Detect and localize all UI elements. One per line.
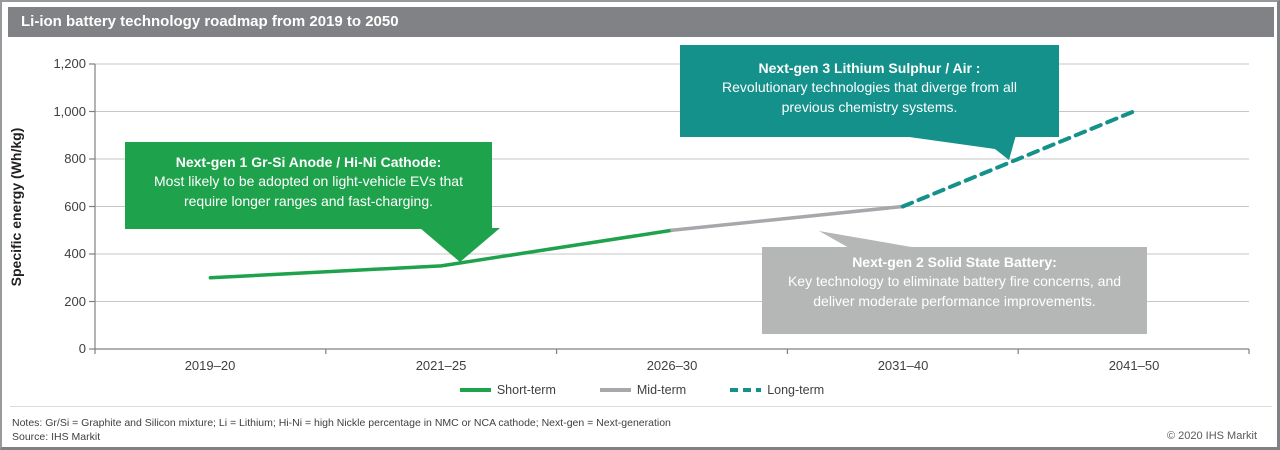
legend-label-short-term: Short-term — [496, 383, 556, 397]
data-series-lines — [208, 109, 1136, 280]
x-tick-2041-50: 2041–50 — [1108, 358, 1160, 373]
gray-callout-tail — [819, 231, 923, 249]
callout-next-gen-1-title: Next-gen 1 Gr-Si Anode / Hi-Ni Cathode: — [175, 154, 442, 170]
short-term-line-swatch-icon — [459, 388, 491, 392]
legend-item-short-term: Short-term — [459, 383, 556, 397]
legend-item-long-term: Long-term — [730, 383, 824, 397]
callout-next-gen-2-title: Next-gen 2 Solid State Battery: — [852, 254, 1057, 270]
callout-next-gen-1: Next-gen 1 Gr-Si Anode / Hi-Ni Cathode: … — [125, 142, 492, 229]
y-tick-800: 800 — [64, 151, 86, 166]
callout-next-gen-3-body: Revolutionary technologies that diverge … — [722, 79, 1017, 115]
callout-next-gen-3: Next-gen 3 Lithium Sulphur / Air : Revol… — [680, 45, 1059, 137]
y-axis-title: Specific energy (Wh/kg) — [8, 127, 24, 287]
chart-title-bar: Li-ion battery technology roadmap from 2… — [8, 7, 1274, 37]
x-tick-2021-25: 2021–25 — [415, 358, 467, 373]
teal-callout-tail — [895, 135, 1016, 160]
legend-item-mid-term: Mid-term — [599, 383, 687, 397]
x-tick-2031-40: 2031–40 — [877, 358, 929, 373]
legend-label-long-term: Long-term — [767, 383, 825, 397]
chart-legend: Short-term Mid-term Long-term — [2, 383, 1277, 397]
green-callout-tail — [420, 228, 500, 262]
footer-divider — [10, 406, 1272, 407]
copyright-text: © 2020 IHS Markit — [1166, 430, 1257, 442]
y-tick-0: 0 — [78, 341, 86, 356]
mid-term-line-swatch-icon — [599, 388, 631, 392]
source-line: Source: IHS Markit — [12, 431, 101, 443]
y-tick-600: 600 — [64, 199, 86, 214]
y-tick-200: 200 — [64, 294, 86, 309]
y-tick-400: 400 — [64, 246, 86, 261]
footnotes: Notes: Gr/Si = Graphite and Silicon mixt… — [12, 416, 671, 444]
callout-next-gen-2: Next-gen 2 Solid State Battery: Key tech… — [762, 247, 1147, 334]
y-tick-1200: 1,200 — [53, 56, 86, 71]
callout-next-gen-2-body: Key technology to eliminate battery fire… — [787, 273, 1122, 309]
legend-label-mid-term: Mid-term — [636, 383, 687, 397]
x-tick-2026-30: 2026–30 — [646, 358, 698, 373]
callout-next-gen-3-title: Next-gen 3 Lithium Sulphur / Air : — [758, 60, 981, 76]
notes-line: Notes: Gr/Si = Graphite and Silicon mixt… — [12, 417, 671, 429]
y-tick-1000: 1,000 — [53, 104, 86, 119]
long-term-dashed-swatch-icon — [730, 388, 762, 392]
chart-title: Li-ion battery technology roadmap from 2… — [21, 13, 399, 30]
x-tick-2019-20: 2019–20 — [184, 358, 236, 373]
callout-next-gen-1-body: Most likely to be adopted on light-vehic… — [154, 173, 463, 209]
